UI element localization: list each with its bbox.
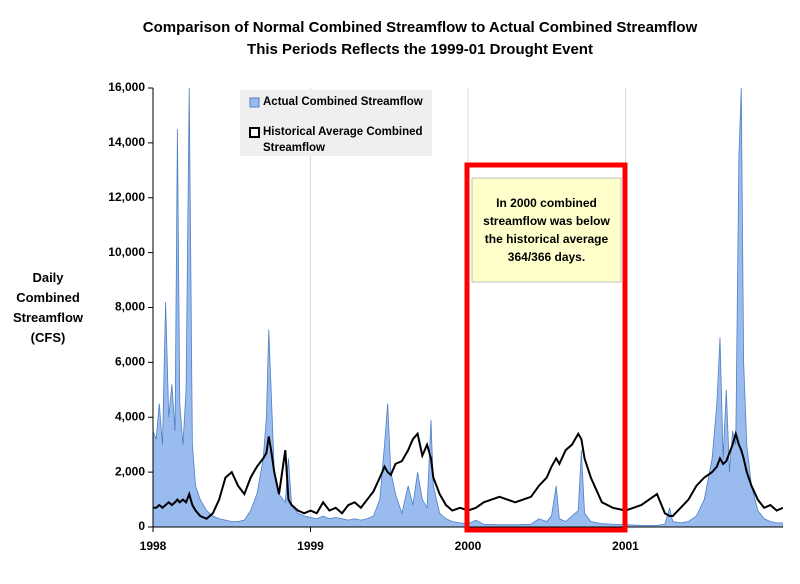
highlight-box	[464, 162, 628, 533]
y-tick-label: 10,000	[108, 245, 145, 259]
y-tick-label: 6,000	[115, 355, 145, 369]
y-tick-label: 16,000	[108, 80, 145, 94]
y-tick-label: 14,000	[108, 135, 145, 149]
area	[153, 88, 783, 527]
y-tick-label: 4,000	[115, 409, 145, 423]
legend-label: Actual Combined Streamflow	[263, 96, 423, 108]
legend-swatch	[249, 127, 260, 138]
line	[153, 430, 783, 520]
chart-title: Comparison of Normal Combined Streamflow…	[143, 19, 698, 36]
x-tick-label: 2001	[612, 539, 639, 553]
annotation-box	[471, 177, 622, 283]
y-tick-label: 12,000	[108, 190, 145, 204]
legend-swatch	[249, 97, 260, 108]
x-tick-label: 2000	[455, 539, 482, 553]
chart-subtitle: This Periods Reflects the 1999-01 Drough…	[247, 41, 593, 58]
legend-label: Historical Average Combined Streamflow	[263, 126, 423, 154]
y-tick-label: 0	[138, 519, 145, 533]
y-tick-label: 2,000	[115, 464, 145, 478]
y-tick-label: 8,000	[115, 300, 145, 314]
x-tick-label: 1998	[140, 539, 167, 553]
x-tick-label: 1999	[297, 539, 324, 553]
annotation: In 2000 combined streamflow was below th…	[483, 196, 610, 264]
legend-box	[240, 90, 432, 156]
y-axis-label: Daily Combined Streamflow (CFS)	[12, 270, 84, 345]
